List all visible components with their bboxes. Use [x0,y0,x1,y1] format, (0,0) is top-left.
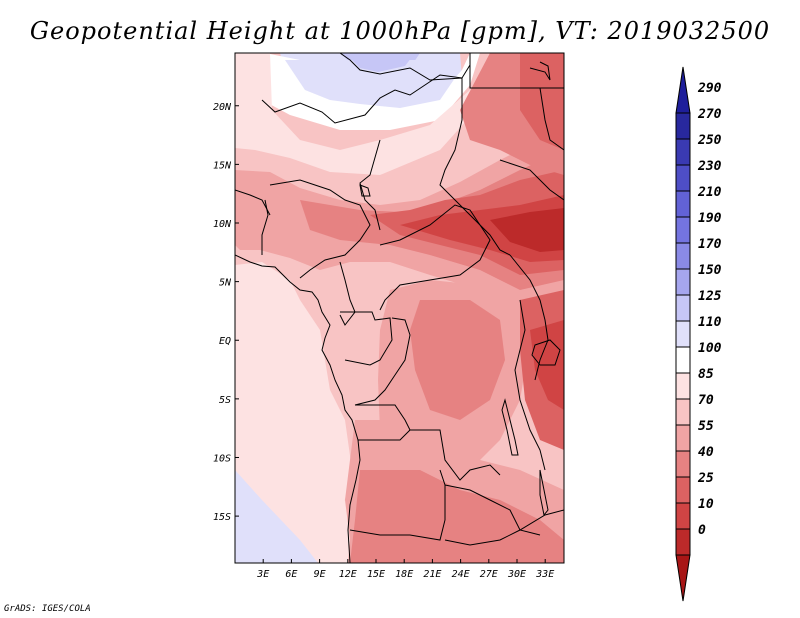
lon-tick-label: 18E [395,569,413,580]
lon-tick-label: 12E [339,569,357,580]
lake-victoria [531,339,561,366]
lon-tick-label: 6E [285,569,297,580]
lake-chad [359,184,371,197]
border-egypt [469,53,564,89]
colorbar-segment [675,320,691,348]
lat-tick-label: 15S [213,512,231,523]
border-sudan-north [439,78,511,256]
border-drc-south [355,404,501,481]
colorbar-segment [675,216,691,244]
colorbar-segment [675,138,691,166]
grads-credit: GrADS: IGES/COLA [4,604,91,614]
colorbar-label: 290 [697,81,722,96]
colorbar-segment [675,268,691,296]
lon-tick-label: 30E [507,569,526,580]
colorbar-label: 85 [698,367,714,382]
map-frame [234,52,565,564]
colorbar-label: 110 [698,315,722,330]
lon-tick-label: 24E [452,569,470,580]
colorbar-segment [675,112,691,140]
field-sahara-lavender-inner [285,60,455,108]
colorbar-segment [675,372,691,400]
lon-tick-label: 33E [535,569,554,580]
colorbar-segment [675,502,691,530]
lon-tick-label: 9E [314,569,326,580]
colorbar-segment [675,424,691,452]
lat-tick-label: 20N [213,102,232,113]
colorbar-segment [675,398,691,426]
border-sahara-north [261,64,471,124]
border-libya-egypt [339,53,463,90]
field-sw-lavender [235,470,318,563]
colorbar-label: 250 [697,133,722,148]
colorbar-label: 125 [698,289,722,304]
colorbar-label: 0 [698,523,706,538]
lat-tick-label: 5N [219,278,232,289]
border-gabon [340,311,393,366]
lon-tick-label: 3E [256,569,269,580]
border-cameroon [339,261,356,326]
colorbar-label: 150 [698,263,722,278]
border-south-bottom [444,509,564,546]
colorbar-segment [675,242,691,270]
lat-tick-label: 5S [219,395,231,406]
colorbar-label: 230 [697,159,722,174]
border-car [379,204,491,311]
colorbar-label: 10 [698,497,714,512]
field-sahara-white [262,53,480,130]
red-sea-coast [529,61,551,81]
border-east-2 [514,299,546,471]
colorbar-top-triangle [675,66,691,114]
border-chad-niger [359,139,381,231]
border-west-inner [235,189,271,216]
lon-tick-label: 15E [367,569,385,580]
border-nigeria [269,179,371,279]
colorbar-segment [675,294,691,322]
field-south-sw-light [318,500,350,563]
colorbar-label: 70 [698,393,714,408]
map-plot-area [235,53,564,563]
field-west-medium [235,200,270,250]
colorbar-bottom-triangle [675,554,691,602]
colorbar-segment [675,528,691,556]
lon-axis: 3E 6E 9E 12E 15E 18E 21E 24E 27E 30E 33E [256,559,554,580]
lon-tick-label: 21E [423,569,441,580]
colorbar-label: 100 [698,341,722,356]
lat-axis: 20N 15N 10N 5N EQ 5S 10S 15S [213,102,239,523]
border-congo-drc [354,317,411,406]
lon-tick-label: 27E [480,569,498,580]
colorbar-label: 190 [698,211,722,226]
map-title: Geopotential Height at 1000hPa [gpm], VT… [29,17,771,45]
lat-tick-label: EQ [219,336,231,347]
colorbar: 2902702502302101901701501251101008570554… [675,66,722,602]
colorbar-segment [675,190,691,218]
colorbar-label: 210 [697,185,722,200]
colorbar-label: 25 [697,471,714,486]
lat-tick-label: 10N [213,219,232,230]
lat-tick-label: 10S [213,453,231,464]
colorbar-segment [675,476,691,504]
field-east-core [490,208,564,252]
map-borders [235,53,564,563]
colorbar-label: 270 [697,107,722,122]
field-sahara-blue-inner [345,53,415,72]
colorbar-label: 170 [698,237,722,252]
field-south-strong [350,470,564,563]
colorbar-segment [675,346,691,374]
lake-tanganyika [501,398,519,456]
colorbar-segment [675,164,691,192]
lake-malawi [539,469,549,517]
colorbar-segment [675,450,691,478]
field-congo-inner [410,300,505,420]
field-north-pink [235,53,510,175]
coastline-west [235,254,361,563]
colorbar-label: 40 [698,445,714,460]
colorbar-label: 55 [698,419,714,434]
lat-tick-label: 15N [213,160,232,171]
field-atlantic-light [235,262,352,563]
border-ethiopia [499,87,564,201]
border-east-1 [509,254,549,381]
border-zambia [444,484,541,536]
